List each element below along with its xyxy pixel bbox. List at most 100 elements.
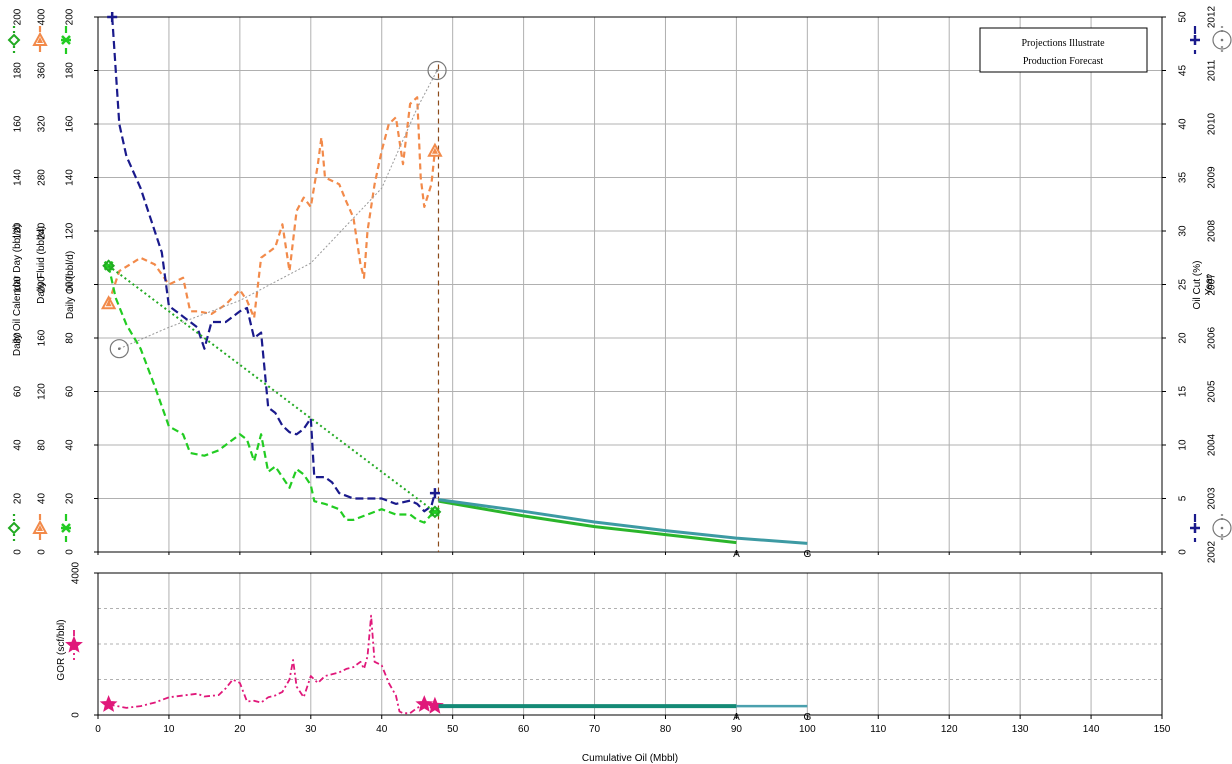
marker-triangle [32,31,48,46]
left-tick-label: 100 [65,276,76,293]
marker-circle [1212,518,1232,538]
left-tick-label: 160 [65,115,76,132]
left-tick-label: 140 [13,169,24,186]
left-tick-label: 0 [13,549,24,555]
right-tick-label: 45 [1178,65,1189,77]
right-tick-label: 2002 [1207,540,1218,563]
marker-x [61,523,71,533]
left-tick-label: 80 [13,332,24,344]
x-tick-label: 50 [447,724,459,735]
y-axis-label-oil: Daily Oil (bbl/d) [65,251,76,319]
left-tick-label: 0 [65,549,76,555]
marker-plus [429,488,440,499]
top-series [100,12,808,545]
series-line-4 [119,70,438,350]
marker-star [426,696,444,714]
left-tick-label: 240 [37,222,48,239]
left-tick-label: 200 [65,8,76,25]
x-tick-label: 10 [163,724,175,735]
marker-plus [1190,523,1200,533]
left-tick-label: 20 [13,493,24,505]
left-tick-label: 60 [65,386,76,398]
marker-circle-dot [117,347,121,351]
x-tick-label: 80 [660,724,672,735]
marker-x [61,35,71,45]
series-line-5 [438,499,737,545]
left-tick-label: 120 [13,222,24,239]
legend: Projections Illustrate Production Foreca… [979,27,1148,73]
right-axis-ticks: 0 5 10 15 20 25 30 35 40 45 50 2002 2003 2004 2005 2006… [1162,5,1218,563]
gor-axis-ticks: 0 4000 [71,561,98,718]
x-tick-label: 20 [234,724,246,735]
y-axis-label-year: Year [1204,274,1215,295]
right-tick-label: 2008 [1207,219,1218,242]
x-tick-label: 100 [799,724,816,735]
bottom-series [99,614,808,715]
right-tick-label: 5 [1178,495,1189,501]
bottom-plot-frame [97,572,1163,716]
right-tick-label: 40 [1178,118,1189,130]
right-tick-label: 15 [1178,386,1189,398]
right-tick-label: 2009 [1207,166,1218,189]
right-tick-label: 10 [1178,439,1189,451]
marker-plus [107,12,118,22]
marker-circle [427,60,447,81]
marker-triangle [32,519,48,534]
left-tick-label: 120 [65,222,76,239]
left-tick-label: 20 [65,493,76,505]
legend-line-2: Production Forecast [1023,56,1103,67]
top-grid [97,16,1163,553]
marker-triangle-fill [37,525,43,531]
left-tick-label: 100 [13,276,24,293]
marker-plus [1190,35,1200,45]
left-tick-label: 40 [13,439,24,451]
left-tick-label: 180 [65,62,76,79]
axis-series-symbols [7,26,1232,542]
x-tick-label: 30 [305,724,317,735]
x-tick-label: 90 [731,724,743,735]
right-tick-label: 2010 [1207,112,1218,135]
series-line-1 [111,16,436,513]
gor-series-line-0 [108,614,436,715]
marker-triangle-fill [37,37,43,43]
right-tick-label: 20 [1178,332,1189,344]
right-tick-label: 35 [1178,172,1189,184]
marker-diamond [102,259,116,273]
marker-triangle [427,142,443,157]
series-line-3 [107,265,436,513]
gor-axis-symbol [65,630,83,660]
x-axis-label: Cumulative Oil (Mbbl) [582,753,678,764]
right-tick-label: 2006 [1207,326,1218,349]
x-tick-label: 0 [95,724,101,735]
right-tick-label: 25 [1178,279,1189,291]
left-tick-label: 160 [13,115,24,132]
series-line-0 [107,96,436,319]
marker-triangle-fill [431,147,438,154]
production-panel: AG Projections Illustrate Production For… [7,5,1232,563]
legend-line-1: Projections Illustrate [1021,38,1105,49]
x-tick-label: 130 [1012,724,1029,735]
marker-star [99,695,118,712]
marker-circle [109,339,129,359]
left-tick-label: 60 [13,386,24,398]
marker-circle-dot [1220,526,1224,530]
x-tick-label: 150 [1154,724,1171,735]
left-tick-label: 40 [65,439,76,451]
left-tick-label: 200 [13,8,24,25]
left-axis-ticks: 0204060801001201401601802000408012016020… [13,8,98,555]
left-tick-label: 320 [37,115,48,132]
left-tick-label: 360 [37,62,48,79]
x-tick-label: 110 [870,724,886,735]
left-tick-label: 0 [37,549,48,555]
x-tick-label: 40 [376,724,388,735]
right-tick-label: 30 [1178,225,1189,237]
right-tick-label: 2004 [1207,433,1218,456]
x-axis-ticks: 0 10 20 30 40 50 60 70 80 90 100 110 120 130 140 150 [95,552,1171,735]
marker-circle-dot [435,69,439,72]
left-tick-label: 80 [37,439,48,451]
right-tick-label: 0 [1178,549,1189,555]
y-axis-label-gor: GOR (scf/bbl) [56,619,67,680]
left-tick-label: 120 [37,383,48,400]
